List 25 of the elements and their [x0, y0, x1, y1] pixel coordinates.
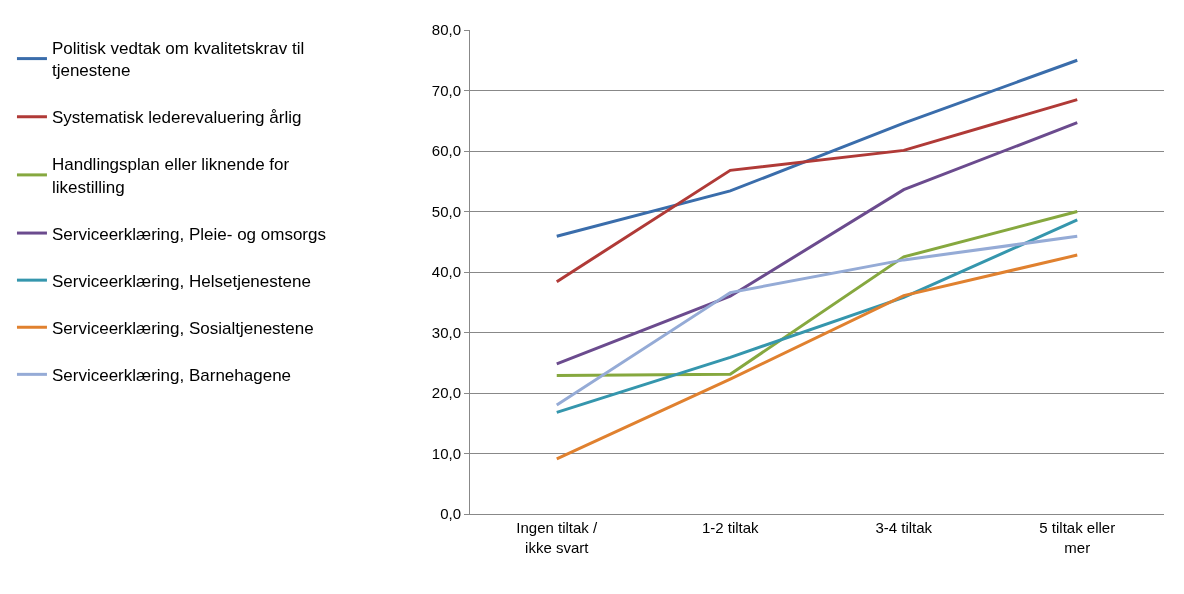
line-series [555, 210, 1079, 377]
legend-label: Politisk vedtak om kvalitetskrav til tjenestene [51, 39, 305, 81]
y-tick-label: 70,0 [431, 81, 461, 99]
legend-label: Serviceerklæring, Sosialtjenestene [51, 318, 314, 338]
y-tick-label: 0,0 [440, 505, 461, 523]
line-series [555, 58, 1079, 238]
y-tick-label: 50,0 [431, 202, 461, 220]
line-series [555, 253, 1079, 461]
x-tick-label: Ingen tiltak / ikke svart [516, 519, 599, 556]
legend-label: Serviceerklæring, Barnehagene [51, 365, 292, 385]
y-tick-label: 40,0 [431, 263, 461, 281]
x-tick-label: 5 tiltak eller mer [1039, 519, 1116, 556]
legend-label: Handlingsplan eller liknende for likestilling [51, 155, 290, 197]
line-series [555, 121, 1079, 366]
legend-label: Systematisk lederevaluering årlig [51, 108, 302, 128]
y-tick-label: 30,0 [431, 323, 461, 341]
legend-label: Serviceerklæring, Pleie- og omsorgs [51, 224, 326, 244]
y-tick-label: 20,0 [431, 384, 461, 402]
x-tick-label: 3-4 tiltak [875, 519, 933, 536]
line-series [555, 98, 1079, 284]
y-tick-label: 80,0 [431, 21, 461, 39]
y-tick-label: 10,0 [431, 444, 461, 462]
x-tick-label: 1-2 tiltak [701, 519, 760, 536]
y-tick-label: 60,0 [431, 142, 461, 160]
legend-label: Serviceerklæring, Helsetjenestene [51, 271, 311, 291]
